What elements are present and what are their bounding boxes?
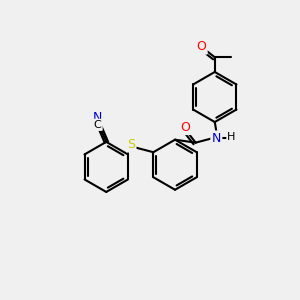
- Text: O: O: [196, 40, 206, 53]
- Text: C: C: [94, 120, 102, 130]
- Text: O: O: [180, 121, 190, 134]
- Text: H: H: [227, 132, 236, 142]
- Text: N: N: [93, 111, 102, 124]
- Text: N: N: [212, 132, 221, 145]
- Text: S: S: [127, 138, 135, 151]
